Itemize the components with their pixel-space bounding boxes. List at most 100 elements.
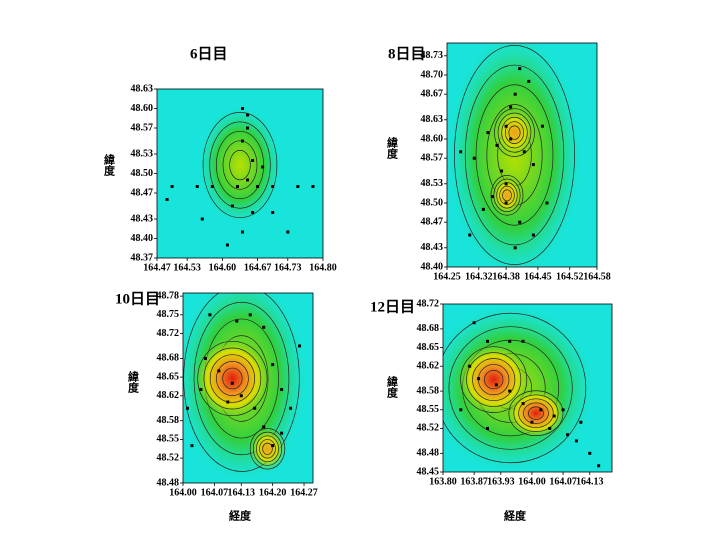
sample-point — [251, 159, 255, 162]
contour-line — [466, 352, 522, 407]
contour-line — [262, 442, 273, 455]
sample-point — [509, 137, 513, 141]
contour-line — [203, 347, 262, 410]
sample-point — [170, 185, 174, 188]
sample-point — [280, 388, 284, 392]
sample-point — [271, 363, 275, 367]
y-tick-label: 48.65 — [157, 371, 180, 382]
y-tick-label: 48.53 — [421, 178, 444, 189]
sample-point — [230, 381, 234, 385]
sample-point — [165, 198, 169, 201]
sample-point — [472, 321, 476, 325]
sample-point — [262, 325, 266, 329]
y-tick-label: 48.40 — [421, 261, 444, 272]
y-tick-label: 48.72 — [417, 298, 440, 309]
contour-line — [518, 398, 554, 428]
sample-point — [235, 185, 239, 188]
sample-point — [472, 156, 476, 160]
panel-title: 6日目 — [190, 45, 228, 62]
x-tick-label: 164.52 — [556, 271, 584, 282]
sample-point — [271, 185, 275, 188]
y-tick-label: 48.52 — [417, 423, 440, 434]
contour-line — [222, 140, 258, 190]
x-tick-label: 164.13 — [576, 476, 604, 487]
sample-point — [539, 408, 543, 412]
sample-point — [485, 426, 489, 430]
sample-point — [574, 439, 578, 443]
y-axis-label: 緯度 — [102, 153, 115, 177]
sample-point — [530, 420, 534, 424]
sample-point — [521, 402, 525, 406]
sample-point — [225, 243, 229, 247]
sample-point — [597, 464, 601, 468]
y-tick-label: 48.58 — [157, 415, 180, 426]
sample-point — [545, 201, 549, 205]
y-tick-label: 48.50 — [421, 197, 444, 208]
x-tick-label: 164.32 — [465, 271, 493, 282]
sample-point — [477, 377, 481, 381]
sample-point — [588, 451, 592, 455]
density-fill — [248, 426, 287, 472]
y-tick-label: 48.65 — [417, 342, 440, 353]
contour-line — [252, 431, 283, 466]
plot-frame — [446, 42, 598, 268]
y-tick-label: 48.67 — [421, 88, 444, 99]
x-tick-label: 163.87 — [460, 476, 488, 487]
sample-point — [253, 406, 257, 410]
contour-line — [222, 367, 243, 390]
x-tick-label: 163.93 — [487, 476, 515, 487]
x-tick-label: 164.67 — [244, 262, 272, 273]
contour-line — [527, 406, 544, 420]
sample-point — [203, 356, 207, 360]
contour-line — [454, 45, 575, 265]
sample-point — [298, 344, 302, 348]
sample-point — [210, 185, 214, 188]
x-tick-label: 164.73 — [274, 262, 302, 273]
contour-line — [504, 121, 525, 144]
contour-line — [501, 116, 528, 149]
contour-line — [183, 293, 300, 472]
sample-point — [504, 182, 508, 186]
contour-line — [256, 435, 279, 463]
contour-line — [443, 312, 587, 464]
sample-point — [522, 150, 526, 154]
sample-point — [217, 369, 221, 373]
y-axis-label: 緯度 — [385, 375, 398, 399]
y-tick-label: 48.68 — [417, 323, 440, 334]
x-tick-label: 164.13 — [228, 487, 256, 498]
x-tick-label: 164.27 — [290, 487, 318, 498]
sample-point — [579, 420, 583, 424]
sample-point — [208, 313, 212, 317]
sample-point — [200, 217, 204, 221]
sample-point — [239, 394, 243, 398]
y-tick-label: 48.57 — [131, 122, 154, 133]
y-tick-label: 48.78 — [157, 290, 180, 301]
y-tick-label: 48.68 — [157, 353, 180, 364]
sample-point — [246, 113, 250, 117]
sample-point — [552, 414, 556, 418]
sample-point — [289, 406, 293, 410]
y-tick-label: 48.53 — [131, 148, 154, 159]
contour-line — [502, 189, 512, 202]
x-tick-label: 163.80 — [429, 476, 457, 487]
sample-point — [271, 211, 275, 214]
sample-point — [271, 444, 275, 448]
sample-point — [531, 233, 535, 237]
contour-line — [448, 326, 573, 450]
contour-line — [209, 354, 255, 403]
sample-point — [241, 230, 245, 234]
sample-point — [185, 406, 189, 410]
y-tick-label: 48.72 — [157, 328, 180, 339]
contour-line — [499, 185, 515, 205]
sample-point — [508, 339, 512, 343]
x-tick-label: 164.07 — [549, 476, 577, 487]
x-tick-label: 164.25 — [433, 271, 461, 282]
density-fill — [198, 105, 282, 225]
y-tick-label: 48.47 — [131, 187, 154, 198]
sample-point — [521, 339, 525, 343]
sample-point — [459, 408, 463, 412]
y-tick-label: 48.48 — [417, 448, 440, 459]
contour-line — [523, 402, 549, 424]
sample-point — [540, 124, 544, 128]
